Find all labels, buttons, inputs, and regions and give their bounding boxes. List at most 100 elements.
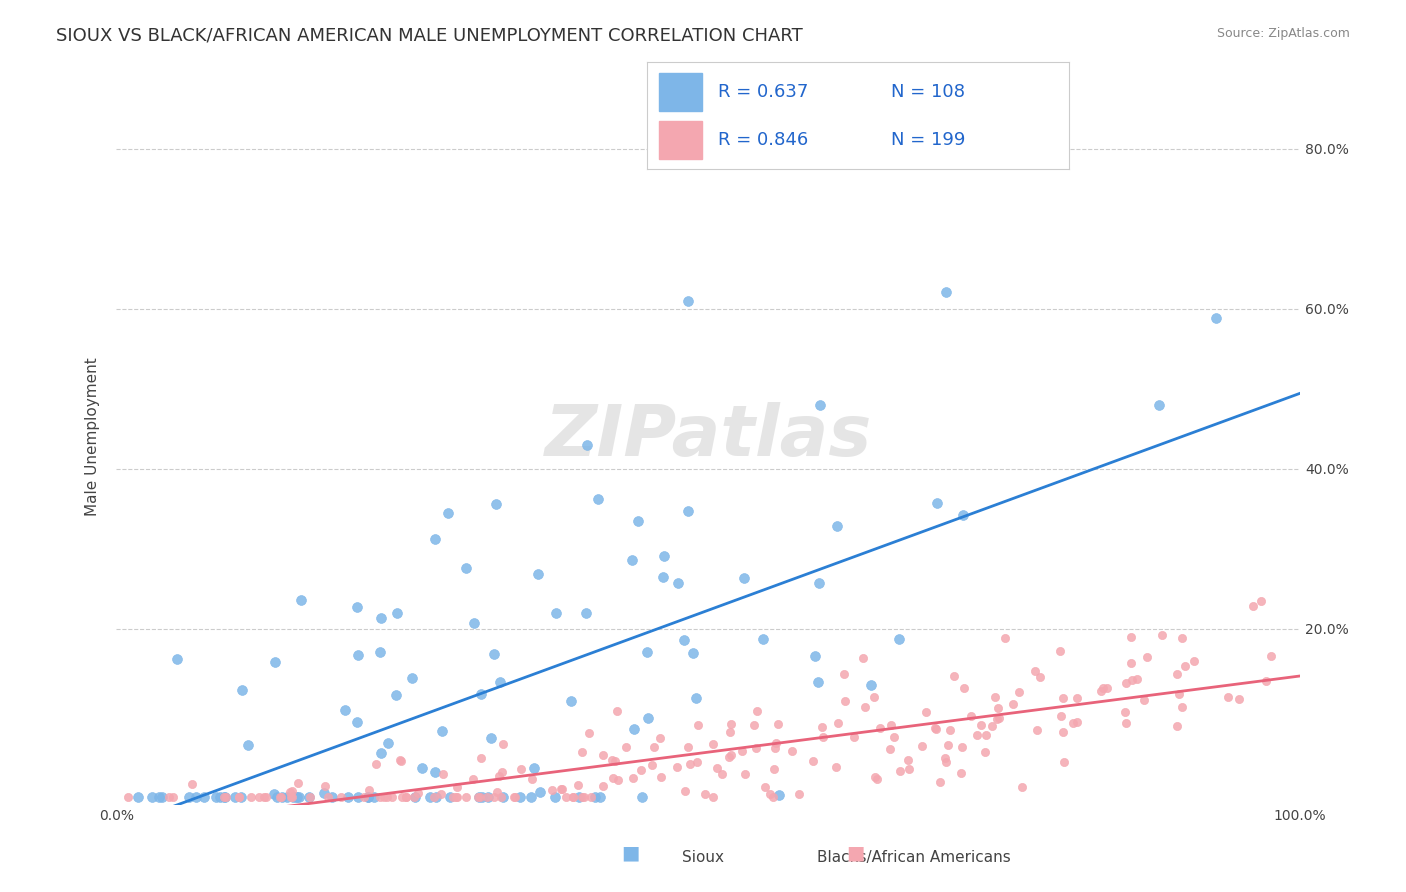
Point <box>337 789 360 804</box>
Point <box>287 776 309 790</box>
Point <box>1150 628 1173 642</box>
Point <box>395 789 418 804</box>
Point <box>215 789 238 804</box>
Point <box>588 491 610 506</box>
Point <box>950 765 973 780</box>
Point <box>643 739 665 754</box>
Point <box>734 767 756 781</box>
Text: ZIPatlas: ZIPatlas <box>544 402 872 471</box>
Point <box>395 789 418 804</box>
Point <box>768 788 790 802</box>
Point <box>583 789 606 804</box>
Point <box>330 789 353 804</box>
Point <box>439 789 461 804</box>
Point <box>807 674 830 689</box>
Point <box>541 782 564 797</box>
Point <box>1227 692 1250 706</box>
Point <box>212 789 235 804</box>
Point <box>544 789 567 804</box>
Point <box>1125 673 1147 687</box>
Point <box>209 789 232 804</box>
Point <box>271 789 294 804</box>
Point <box>240 789 263 804</box>
Point <box>623 722 645 736</box>
Point <box>347 789 370 804</box>
Point <box>1254 673 1277 688</box>
Point <box>461 772 484 787</box>
Point <box>603 754 626 768</box>
Point <box>298 789 321 804</box>
Point <box>247 789 270 804</box>
Point <box>419 789 441 804</box>
Point <box>193 789 215 804</box>
Point <box>454 789 477 804</box>
Point <box>1095 681 1118 695</box>
Point <box>678 504 700 518</box>
Point <box>600 753 623 767</box>
Point <box>377 789 399 804</box>
Point <box>832 666 855 681</box>
Point <box>544 606 567 620</box>
Point <box>981 719 1004 733</box>
Point <box>477 789 499 804</box>
Point <box>373 789 395 804</box>
Y-axis label: Male Unemployment: Male Unemployment <box>86 357 100 516</box>
Point <box>425 764 447 779</box>
Point <box>811 731 834 745</box>
Point <box>1184 654 1206 668</box>
Point <box>1053 755 1076 769</box>
Point <box>602 771 624 785</box>
Point <box>742 718 765 732</box>
Point <box>935 285 957 300</box>
Point <box>834 694 856 708</box>
Point <box>148 789 170 804</box>
Point <box>853 699 876 714</box>
Point <box>702 789 724 804</box>
Point <box>353 789 375 804</box>
Point <box>762 789 785 804</box>
Point <box>467 789 489 804</box>
Point <box>485 785 508 799</box>
Point <box>117 789 139 804</box>
Point <box>915 706 938 720</box>
Point <box>859 678 882 692</box>
Point <box>444 789 467 804</box>
Point <box>747 704 769 718</box>
Point <box>363 789 385 804</box>
Point <box>1119 657 1142 671</box>
Point <box>1025 723 1047 737</box>
Text: ■: ■ <box>846 844 865 863</box>
Point <box>491 765 513 780</box>
Point <box>575 438 598 452</box>
Point <box>801 755 824 769</box>
Point <box>929 774 952 789</box>
Point <box>432 767 454 781</box>
Point <box>527 566 550 581</box>
Point <box>404 789 426 804</box>
Point <box>1260 649 1282 664</box>
Point <box>346 600 368 615</box>
Point <box>157 789 180 804</box>
Point <box>720 717 742 731</box>
Point <box>425 789 447 804</box>
Point <box>177 789 200 804</box>
Point <box>270 789 292 804</box>
Point <box>503 789 526 804</box>
Point <box>866 772 889 787</box>
Point <box>1171 631 1194 645</box>
Point <box>578 726 600 740</box>
Point <box>1024 665 1046 679</box>
Point <box>385 688 408 702</box>
Point <box>475 789 498 804</box>
Point <box>1114 706 1136 720</box>
Point <box>706 761 728 775</box>
Point <box>186 789 208 804</box>
Point <box>385 606 408 620</box>
Point <box>911 739 934 753</box>
Point <box>621 771 644 785</box>
Point <box>1168 687 1191 701</box>
Point <box>423 789 446 804</box>
Point <box>636 645 658 659</box>
Point <box>312 786 335 800</box>
Point <box>1136 649 1159 664</box>
